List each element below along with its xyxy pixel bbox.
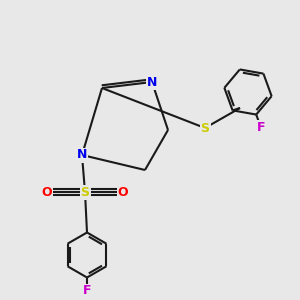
Text: F: F — [83, 284, 91, 298]
Text: N: N — [77, 148, 87, 161]
Text: O: O — [118, 185, 128, 199]
Text: N: N — [147, 76, 157, 88]
Text: O: O — [42, 185, 52, 199]
Text: F: F — [256, 121, 265, 134]
Text: S: S — [200, 122, 209, 134]
Text: S: S — [80, 185, 89, 199]
